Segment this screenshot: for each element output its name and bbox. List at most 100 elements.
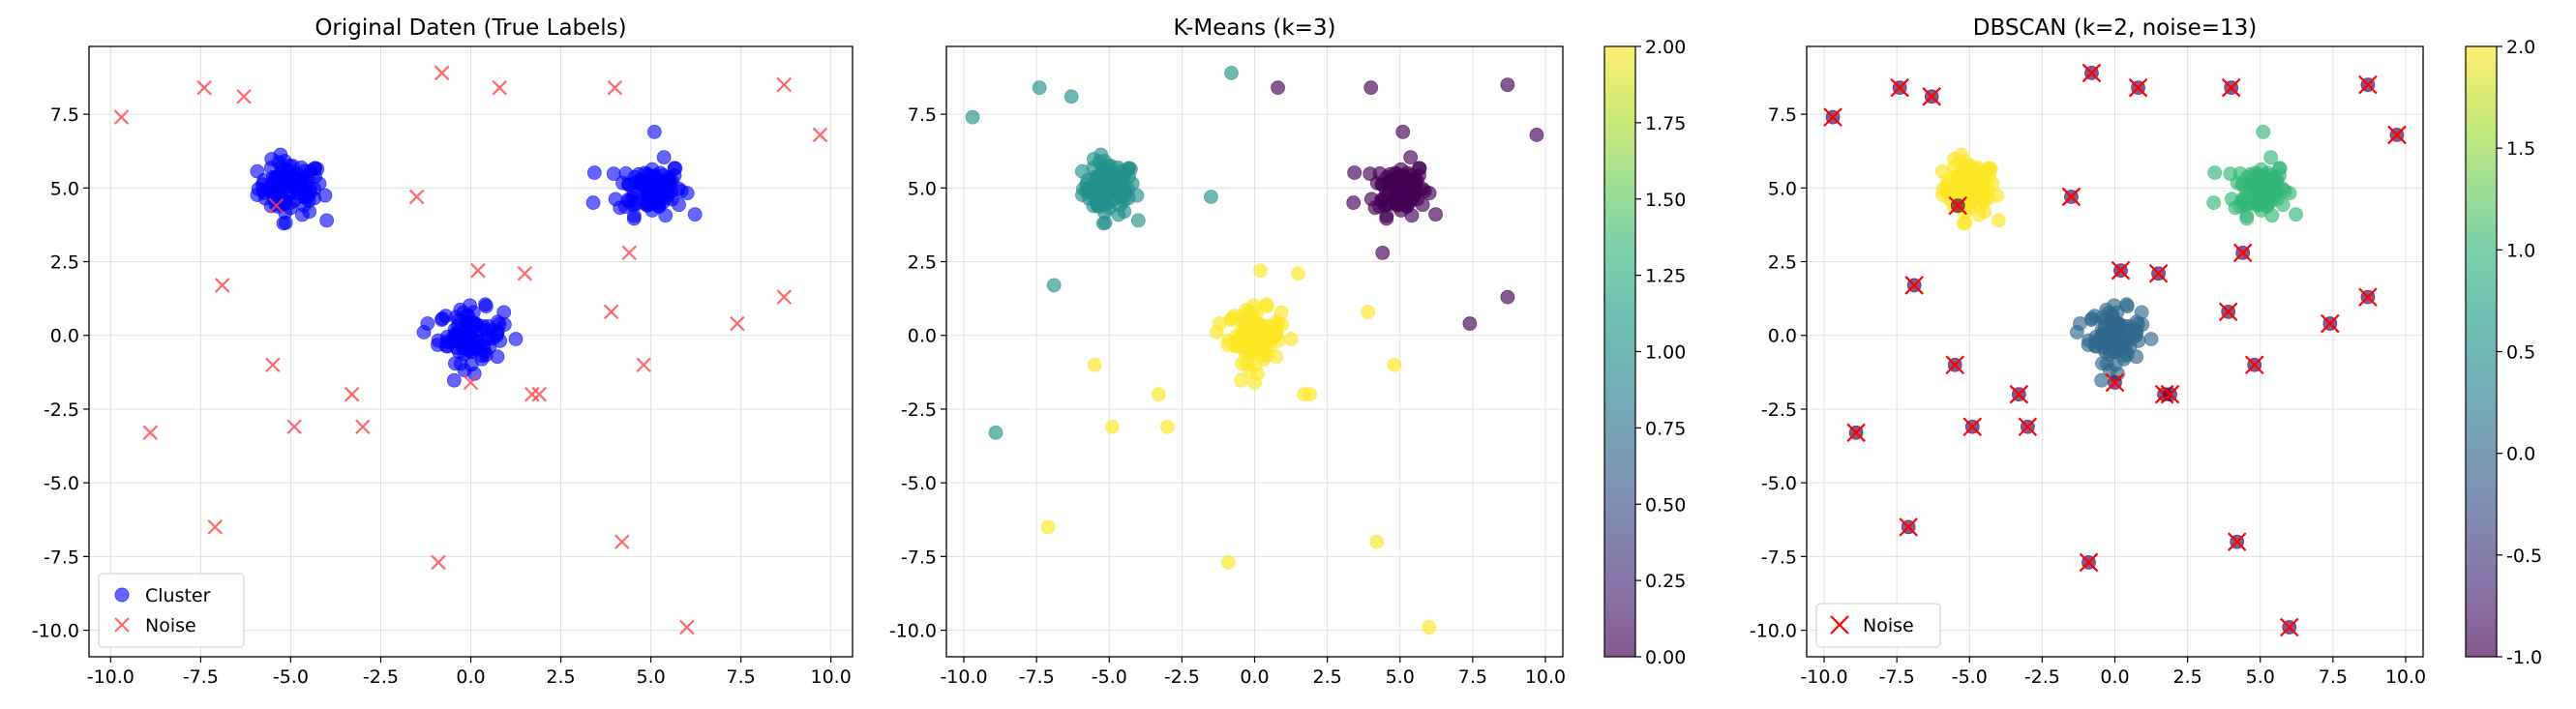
noise-point — [531, 386, 547, 402]
y-tick-label: -7.5 — [1761, 547, 1797, 568]
colorbar-tick-label: -0.5 — [2506, 546, 2542, 567]
cluster-point — [2245, 172, 2261, 188]
chart-title: DBSCAN (k=2, noise=13) — [1973, 15, 2258, 41]
x-tick-label: -2.5 — [2024, 666, 2060, 688]
grid — [1807, 46, 2423, 657]
cluster-point — [289, 166, 305, 182]
cluster-point — [1393, 183, 1408, 198]
cluster-point — [1063, 89, 1079, 104]
y-tick-label: -5.0 — [44, 473, 79, 494]
cluster-point — [439, 329, 455, 344]
cluster-point — [1422, 620, 1437, 635]
cluster-point — [1269, 326, 1283, 341]
cluster-point — [1991, 213, 2006, 228]
cluster-point — [1159, 419, 1175, 434]
cluster-point — [656, 150, 672, 165]
cluster-point — [255, 177, 270, 192]
noise-point — [621, 245, 638, 261]
x-tick-label: 0.0 — [2100, 666, 2129, 688]
y-tick-label: -10.0 — [889, 621, 937, 642]
y-tick-label: 7.5 — [1768, 104, 1797, 126]
cluster-point — [1228, 329, 1243, 344]
cluster-point — [1271, 80, 1285, 96]
cluster-point — [1079, 177, 1094, 192]
noise-point — [470, 262, 486, 279]
noise-marker — [2321, 313, 2340, 334]
legend-label: Noise — [145, 615, 196, 636]
cluster-point — [1151, 387, 1166, 402]
cluster-point — [1283, 332, 1299, 346]
noise-point — [113, 109, 130, 125]
y-tick-label: 0.0 — [1768, 326, 1797, 347]
noise-marker — [2160, 384, 2180, 404]
y-tick-label: 5.0 — [908, 178, 937, 199]
colorbar-gradient — [1604, 46, 1635, 657]
noise-marker — [2387, 125, 2407, 145]
cluster-point — [1422, 186, 1437, 201]
legend-box — [1815, 603, 1941, 648]
cluster-point — [1087, 357, 1102, 372]
x-tick-label: -7.5 — [1879, 666, 1915, 688]
cluster-point — [1967, 166, 1983, 182]
cluster-point — [988, 425, 1003, 440]
cluster-point — [1374, 193, 1390, 209]
colorbar-gradient — [2466, 46, 2497, 657]
cluster-point — [1375, 245, 1391, 260]
noise-marker — [1945, 355, 1965, 374]
legend: Cluster Noise — [98, 573, 245, 648]
cluster-point — [1379, 211, 1394, 226]
cluster-point — [1253, 263, 1268, 279]
legend-marker-cluster — [114, 587, 130, 603]
noise-point — [236, 89, 252, 104]
cluster-point — [1248, 321, 1263, 337]
noise-point — [776, 289, 793, 305]
x-tick-label: -10.0 — [1800, 666, 1847, 688]
cluster-point — [2253, 183, 2268, 198]
cluster-point — [1090, 198, 1105, 214]
cluster-point — [1982, 169, 1996, 184]
x-tick-label: 5.0 — [636, 666, 665, 688]
x-tick-label: -5.0 — [1092, 666, 1127, 688]
cluster-point — [2119, 347, 2135, 363]
noise-marker — [1890, 77, 1909, 98]
cluster-point — [1347, 165, 1363, 180]
cluster-point — [2256, 125, 2271, 139]
cluster-point — [1239, 302, 1254, 317]
cluster-point — [1086, 152, 1101, 166]
noise-marker — [2128, 77, 2148, 98]
y-tick-label: 5.0 — [1768, 178, 1797, 199]
y-tick-label: -2.5 — [901, 399, 937, 421]
cluster-point — [634, 172, 649, 188]
x-tick-label: 10.0 — [811, 666, 852, 688]
cluster-point — [667, 161, 682, 176]
cluster-point — [2289, 207, 2303, 222]
noise-marker — [2358, 287, 2378, 307]
cluster-point — [1130, 213, 1146, 228]
x-tick-label: -5.0 — [1952, 666, 1988, 688]
cluster-point — [1363, 80, 1379, 96]
cluster-point — [2275, 197, 2291, 213]
colorbar: 0.00 0.25 0.50 0.75 1.00 1.25 1.50 1.75 2.00 — [1603, 37, 1686, 668]
cluster-point — [658, 208, 674, 223]
cluster-point — [250, 163, 265, 179]
points — [113, 65, 828, 635]
cluster-point — [648, 170, 664, 185]
x-tick-label: 10.0 — [1525, 666, 1566, 688]
y-tick-label: 0.0 — [50, 326, 79, 347]
noise-marker — [2082, 63, 2102, 83]
noise-marker — [1962, 417, 1983, 437]
cluster-point — [434, 310, 450, 326]
cluster-point — [1990, 188, 2005, 203]
cluster-point — [1346, 195, 1362, 210]
noise-point — [524, 386, 540, 402]
noise-marker — [1904, 276, 1924, 295]
cluster-point — [965, 109, 980, 125]
noise-point — [607, 79, 623, 96]
chart-title: Original Daten (True Labels) — [315, 15, 626, 41]
x-tick-label: -10.0 — [87, 666, 135, 688]
cluster-point — [1428, 207, 1443, 222]
cluster-point — [264, 152, 280, 166]
cluster-point — [1129, 188, 1145, 203]
noise-marker — [2079, 552, 2099, 573]
points — [965, 66, 1544, 635]
